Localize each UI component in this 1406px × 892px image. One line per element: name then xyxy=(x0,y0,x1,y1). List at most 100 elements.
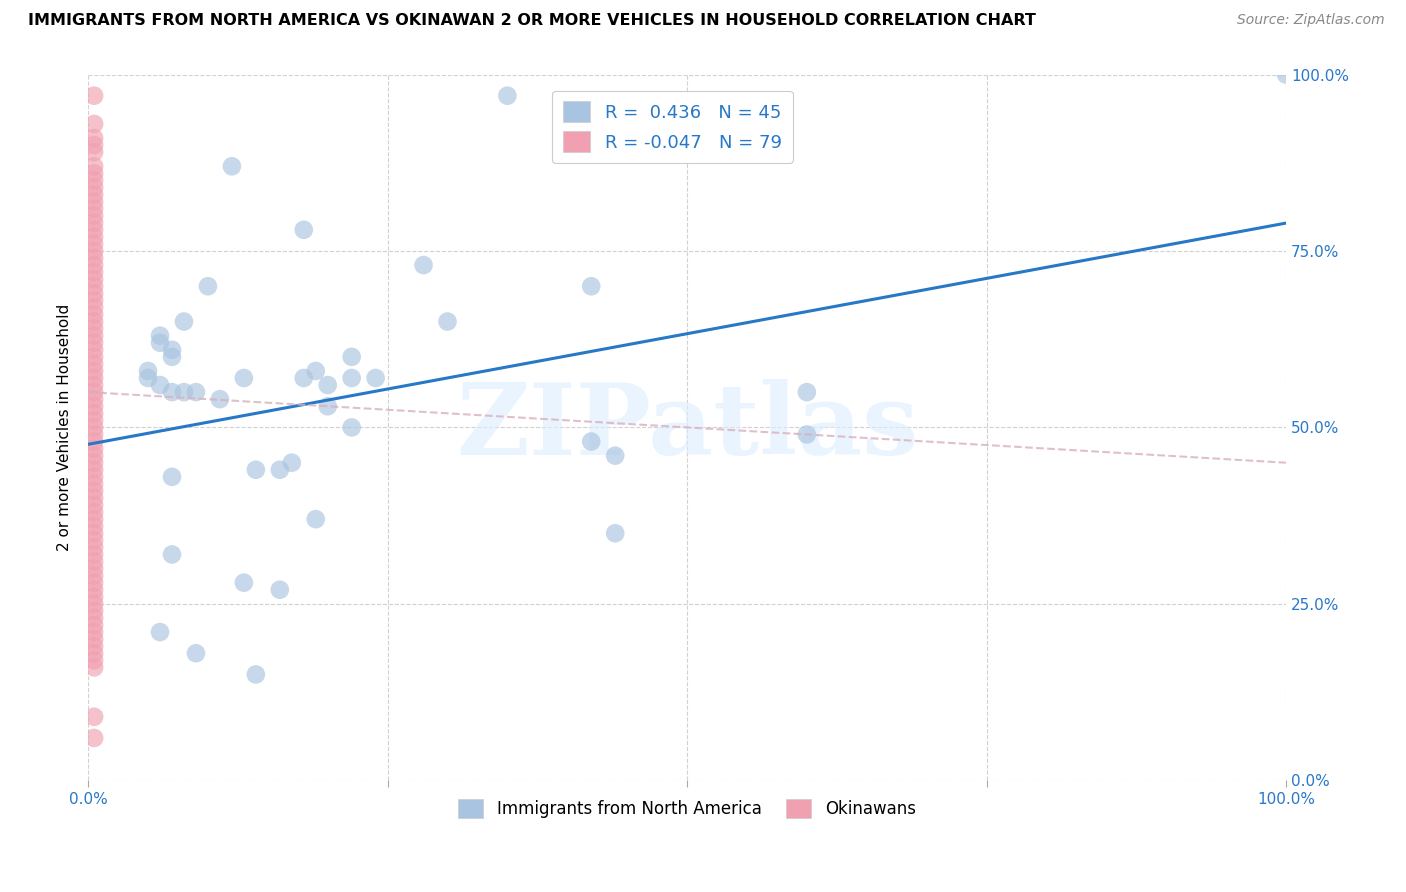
Point xyxy=(173,314,195,328)
Point xyxy=(83,646,105,660)
Point xyxy=(83,611,105,625)
Point xyxy=(83,442,105,456)
Point xyxy=(83,476,105,491)
Point xyxy=(83,371,105,385)
Point xyxy=(83,618,105,632)
Point xyxy=(83,541,105,555)
Point xyxy=(83,180,105,194)
Point xyxy=(605,449,627,463)
Point xyxy=(83,258,105,272)
Point xyxy=(83,568,105,582)
Point xyxy=(292,371,315,385)
Point xyxy=(340,420,363,434)
Point xyxy=(83,293,105,308)
Point xyxy=(292,223,315,237)
Point xyxy=(136,371,159,385)
Point xyxy=(83,378,105,392)
Point xyxy=(83,590,105,604)
Point xyxy=(83,604,105,618)
Point xyxy=(83,632,105,647)
Point xyxy=(83,308,105,322)
Point xyxy=(316,378,339,392)
Point xyxy=(340,371,363,385)
Point xyxy=(581,434,603,449)
Point xyxy=(305,512,328,526)
Point xyxy=(83,216,105,230)
Point xyxy=(83,145,105,160)
Point xyxy=(208,392,231,407)
Point xyxy=(245,463,267,477)
Point xyxy=(83,385,105,400)
Point xyxy=(83,272,105,286)
Point xyxy=(83,449,105,463)
Point xyxy=(83,117,105,131)
Point xyxy=(796,385,818,400)
Point xyxy=(149,378,172,392)
Point xyxy=(83,343,105,357)
Point xyxy=(83,187,105,202)
Text: Source: ZipAtlas.com: Source: ZipAtlas.com xyxy=(1237,13,1385,28)
Y-axis label: 2 or more Vehicles in Household: 2 or more Vehicles in Household xyxy=(58,304,72,551)
Point xyxy=(83,364,105,378)
Point xyxy=(160,343,183,357)
Point xyxy=(83,335,105,350)
Point xyxy=(173,385,195,400)
Point xyxy=(83,159,105,173)
Point xyxy=(160,385,183,400)
Point xyxy=(340,350,363,364)
Point xyxy=(83,498,105,512)
Point xyxy=(83,639,105,653)
Point xyxy=(83,625,105,640)
Point xyxy=(83,350,105,364)
Point xyxy=(83,406,105,420)
Point xyxy=(160,548,183,562)
Point xyxy=(149,335,172,350)
Point xyxy=(496,88,519,103)
Point xyxy=(83,582,105,597)
Point xyxy=(83,223,105,237)
Point xyxy=(83,244,105,258)
Point xyxy=(83,328,105,343)
Point xyxy=(412,258,434,272)
Point xyxy=(269,582,291,597)
Point xyxy=(83,731,105,745)
Point xyxy=(83,463,105,477)
Point xyxy=(83,392,105,407)
Point xyxy=(184,646,207,660)
Point xyxy=(83,483,105,498)
Point xyxy=(83,230,105,244)
Point xyxy=(83,653,105,667)
Point xyxy=(83,265,105,279)
Point xyxy=(83,561,105,575)
Point xyxy=(149,328,172,343)
Point xyxy=(83,427,105,442)
Point xyxy=(232,575,254,590)
Point xyxy=(83,399,105,413)
Point xyxy=(197,279,219,293)
Point xyxy=(83,660,105,674)
Point xyxy=(83,710,105,724)
Point xyxy=(83,209,105,223)
Point xyxy=(83,202,105,216)
Point xyxy=(436,314,458,328)
Point xyxy=(1275,68,1298,82)
Point xyxy=(83,505,105,519)
Point xyxy=(83,597,105,611)
Point xyxy=(83,575,105,590)
Point xyxy=(83,456,105,470)
Text: ZIPatlas: ZIPatlas xyxy=(456,379,918,476)
Point xyxy=(149,625,172,640)
Point xyxy=(232,371,254,385)
Point xyxy=(83,131,105,145)
Point xyxy=(316,399,339,413)
Point xyxy=(83,286,105,301)
Point xyxy=(160,470,183,484)
Point xyxy=(281,456,304,470)
Point xyxy=(83,173,105,187)
Point xyxy=(160,350,183,364)
Point xyxy=(83,321,105,335)
Point xyxy=(83,357,105,371)
Point xyxy=(136,364,159,378)
Point xyxy=(83,251,105,265)
Point xyxy=(245,667,267,681)
